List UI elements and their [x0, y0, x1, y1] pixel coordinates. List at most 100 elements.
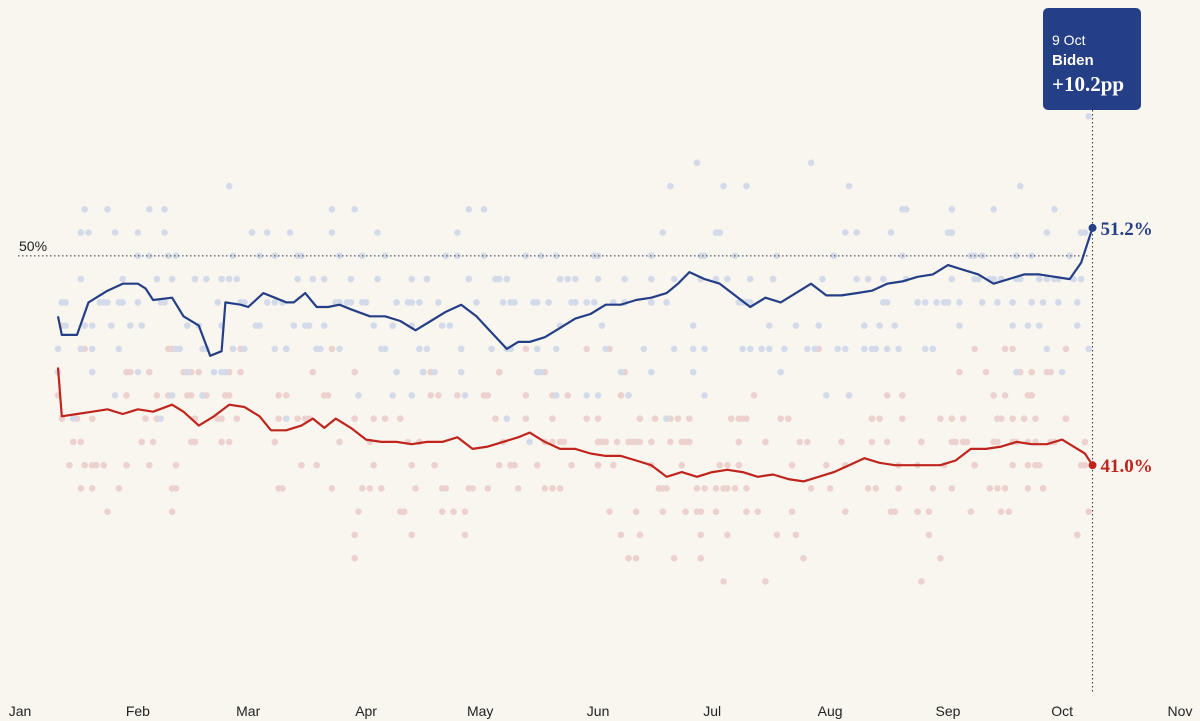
- biden-poll-dot: [419, 368, 427, 376]
- biden-poll-dot: [351, 206, 358, 213]
- biden-poll-dot: [693, 159, 701, 167]
- biden-poll-dot: [184, 368, 191, 376]
- trump-poll-dot: [720, 578, 727, 585]
- trump-poll-dot: [187, 392, 195, 399]
- tooltip-candidate: Biden: [1052, 52, 1094, 69]
- trump-poll-dot: [378, 485, 385, 492]
- biden-poll-dot: [54, 345, 62, 353]
- trump-poll-dot: [925, 531, 933, 539]
- trump-poll-dot: [153, 392, 161, 399]
- biden-poll-dot: [921, 299, 929, 306]
- biden-poll-dot: [374, 275, 381, 283]
- x-tick-label-jan: Jan: [9, 703, 32, 719]
- biden-poll-dot: [758, 345, 765, 353]
- trump-poll-dot: [716, 461, 724, 469]
- biden-poll-dot: [1009, 299, 1016, 306]
- trump-poll-dot: [328, 345, 336, 353]
- trump-poll-dot: [1001, 392, 1009, 399]
- biden-poll-dot: [134, 229, 142, 236]
- trump-poll-dot: [88, 415, 96, 422]
- trump-poll-dot: [218, 438, 225, 446]
- biden-poll-dot: [773, 252, 781, 260]
- trump-poll-dot: [1077, 461, 1085, 469]
- trump-poll-dot: [986, 485, 994, 492]
- biden-poll-dot: [115, 345, 123, 353]
- trump-poll-dot: [632, 508, 640, 515]
- biden-poll-dot: [556, 275, 564, 283]
- biden-poll-dot: [336, 345, 343, 353]
- biden-poll-dot: [62, 299, 69, 306]
- trump-poll-dot: [146, 461, 153, 469]
- biden-poll-dot: [743, 182, 750, 190]
- trump-poll-dot: [982, 368, 990, 376]
- biden-poll-dot: [663, 299, 670, 306]
- biden-poll-dot: [168, 392, 176, 399]
- biden-poll-dot: [533, 299, 541, 306]
- trump-poll-dot: [971, 345, 978, 353]
- trump-poll-dot: [408, 531, 416, 539]
- biden-poll-dot: [454, 229, 461, 236]
- biden-poll-dot: [861, 345, 868, 353]
- biden-end-label: 51.2%: [1101, 219, 1153, 240]
- tooltip-date: 9 Oct: [1052, 32, 1086, 48]
- reference-line-group: 50%: [18, 238, 1090, 257]
- trump-poll-dot: [560, 438, 568, 446]
- biden-poll-dot: [225, 182, 233, 190]
- biden-poll-dot: [191, 275, 199, 283]
- trump-poll-dot: [1035, 461, 1043, 469]
- trump-poll-dot: [218, 415, 225, 422]
- biden-poll-dot: [446, 322, 454, 329]
- biden-poll-dot: [172, 252, 180, 260]
- trump-poll-dot: [803, 438, 811, 446]
- biden-poll-dot: [370, 322, 378, 329]
- biden-poll-dot: [895, 345, 902, 353]
- biden-poll-dot: [883, 299, 891, 306]
- biden-poll-dot: [465, 206, 473, 213]
- fifty-percent-label: 50%: [19, 238, 47, 254]
- biden-poll-dot: [492, 275, 499, 283]
- trump-poll-dot: [1074, 531, 1081, 539]
- trump-poll-dot: [381, 415, 389, 422]
- trump-poll-dot: [594, 438, 602, 446]
- trump-poll-dot: [309, 368, 317, 376]
- trump-poll-dot: [1024, 392, 1032, 399]
- trump-poll-dot: [397, 415, 404, 422]
- biden-poll-dot: [803, 345, 811, 353]
- biden-poll-dot: [488, 345, 495, 353]
- trump-poll-dot: [366, 485, 374, 492]
- biden-poll-dot: [241, 345, 248, 353]
- trump-poll-dot: [883, 438, 891, 446]
- biden-poll-dot: [134, 368, 142, 376]
- biden-poll-dot: [1043, 275, 1051, 283]
- biden-poll-dot: [853, 275, 861, 283]
- biden-poll-dot: [872, 345, 880, 353]
- biden-poll-dot: [134, 252, 142, 260]
- trump-poll-dot: [92, 461, 100, 469]
- biden-poll-dot: [670, 345, 678, 353]
- biden-poll-dot: [1085, 345, 1093, 353]
- x-tick-label-mar: Mar: [236, 703, 260, 719]
- x-tick-label-sep: Sep: [936, 703, 961, 719]
- biden-poll-dot: [1035, 322, 1043, 329]
- biden-poll-dot: [571, 275, 579, 283]
- trump-poll-dot: [77, 438, 85, 446]
- trump-poll-dot: [613, 438, 621, 446]
- biden-poll-dot: [1043, 345, 1051, 353]
- trump-poll-dot: [727, 415, 735, 422]
- biden-poll-dot: [887, 229, 895, 236]
- trump-poll-dot: [868, 415, 876, 422]
- trump-poll-dot: [123, 368, 130, 376]
- biden-poll-dot: [104, 206, 111, 213]
- trump-poll-dot: [914, 508, 921, 515]
- biden-poll-dot: [457, 345, 465, 353]
- trump-poll-dot: [800, 554, 807, 562]
- biden-poll-dot: [263, 299, 271, 306]
- trump-poll-dot: [929, 485, 937, 492]
- trump-poll-dot: [777, 415, 784, 422]
- trump-poll-dot: [731, 485, 739, 492]
- biden-poll-dot: [374, 229, 381, 236]
- biden-poll-dot: [408, 392, 416, 399]
- biden-poll-dot: [1051, 206, 1058, 213]
- x-tick-label-jul: Jul: [703, 703, 721, 719]
- biden-poll-dot: [107, 322, 115, 329]
